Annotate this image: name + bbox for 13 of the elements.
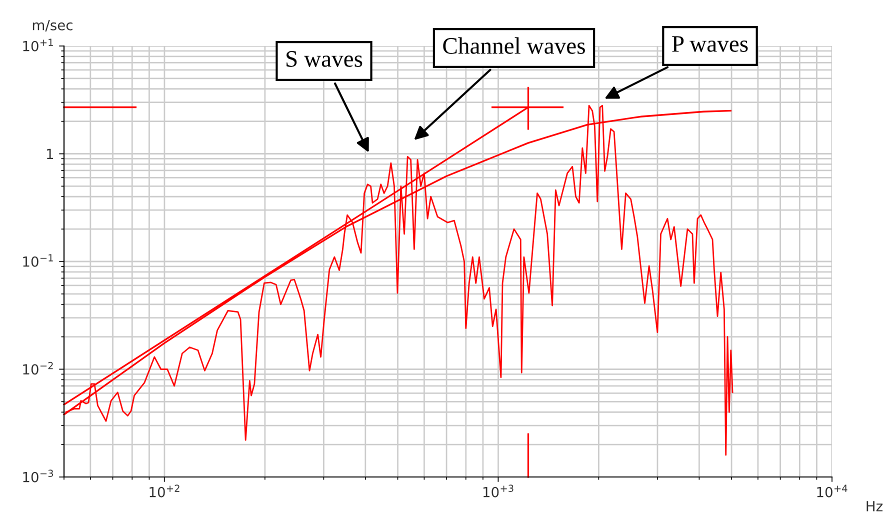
annotation: Channel waves — [443, 37, 585, 54]
annotation: S waves — [286, 51, 362, 67]
y-tick-label: 10$^{−3}$ — [23, 470, 53, 482]
x-tick-label: 10$^{+4}$ — [817, 484, 848, 498]
y-axis-title: m/sec — [32, 20, 72, 32]
x-tick-label: 10$^{+2}$ — [150, 484, 180, 498]
y-tick-label: 10$^{−1}$ — [23, 254, 53, 267]
y-tick-label: 10$^{−2}$ — [23, 362, 53, 375]
y-tick-label: 10$^{+1}$ — [23, 38, 53, 52]
x-axis-title: Hz — [866, 501, 883, 512]
x-tick-label: 10$^{+3}$ — [483, 484, 514, 498]
y-tick-label: 1 — [46, 148, 53, 160]
annotation: P waves — [672, 36, 748, 52]
